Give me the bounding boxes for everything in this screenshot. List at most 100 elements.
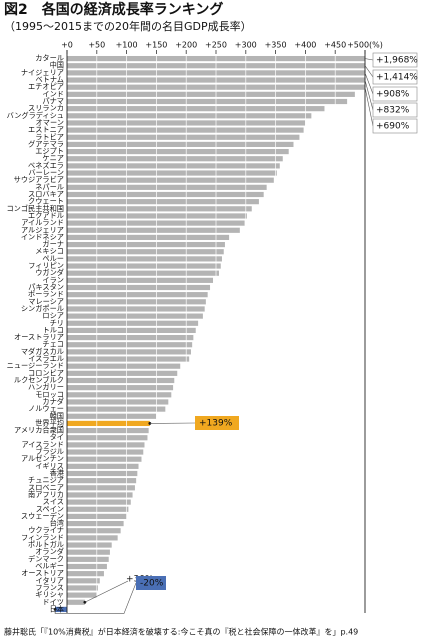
y-tick-label: トルコ bbox=[43, 325, 64, 334]
bar bbox=[67, 184, 267, 190]
bar bbox=[67, 563, 107, 570]
y-tick-label: バーレーン bbox=[28, 168, 64, 177]
bar bbox=[67, 306, 205, 312]
bar bbox=[67, 406, 166, 412]
y-tick-label: マダガスカル bbox=[21, 347, 64, 356]
y-tick-label: チリ bbox=[50, 318, 64, 327]
y-tick-label: グアテマラ bbox=[28, 139, 64, 148]
leader-line bbox=[364, 58, 374, 61]
y-tick-label: フランス bbox=[35, 583, 64, 592]
leader-line bbox=[364, 65, 374, 78]
y-tick-label: カナダ bbox=[42, 397, 64, 406]
bar bbox=[67, 249, 224, 255]
y-tick-label: アルゼンチン bbox=[21, 454, 64, 463]
y-tick-label: ハンガリー bbox=[28, 383, 64, 392]
y-tick-label: スロバキア bbox=[28, 190, 64, 199]
y-tick-label: エストニア bbox=[28, 125, 64, 134]
bar bbox=[67, 213, 247, 219]
bar bbox=[67, 220, 245, 226]
y-tick-label: ウガンダ bbox=[35, 268, 64, 277]
y-tick-label: スペイン bbox=[36, 504, 64, 513]
y-tick-label: インドネシア bbox=[21, 232, 64, 241]
y-tick-label: ベルギー bbox=[35, 562, 64, 571]
bar bbox=[67, 478, 137, 484]
bar bbox=[67, 492, 133, 498]
leader-line bbox=[54, 582, 137, 614]
value-label: +908% bbox=[376, 90, 410, 100]
x-tick-label: +50 bbox=[88, 41, 105, 50]
x-tick-label: +450 bbox=[324, 41, 346, 50]
bar bbox=[67, 599, 85, 605]
bar bbox=[67, 356, 190, 362]
bar bbox=[67, 234, 230, 241]
y-tick-label: アイルランド bbox=[21, 218, 64, 227]
y-tick-label: ノルウェー bbox=[28, 404, 64, 413]
y-tick-label: インド bbox=[42, 89, 64, 98]
y-tick-label: イスラエル bbox=[28, 354, 64, 363]
bar bbox=[55, 606, 67, 613]
bar bbox=[67, 506, 129, 512]
bar bbox=[67, 456, 142, 462]
bar bbox=[67, 349, 191, 355]
bar bbox=[67, 170, 277, 176]
x-tick-label: +350 bbox=[265, 41, 287, 50]
bar bbox=[67, 177, 274, 183]
bar bbox=[67, 363, 181, 369]
y-tick-label: フィリピン bbox=[28, 261, 64, 270]
bar bbox=[67, 420, 150, 427]
bar bbox=[67, 549, 110, 555]
y-tick-label: カタール bbox=[35, 54, 64, 63]
bar bbox=[67, 334, 194, 341]
x-tick-label: +150 bbox=[145, 41, 167, 50]
y-tick-label: エクアドル bbox=[28, 211, 64, 220]
bar bbox=[67, 156, 283, 162]
x-tick-label: +400 bbox=[294, 41, 316, 50]
y-tick-label: ナイジェリア bbox=[21, 68, 64, 77]
bar bbox=[67, 370, 178, 376]
bar bbox=[67, 148, 289, 155]
bar bbox=[67, 413, 157, 419]
y-tick-label: サウジアラビア bbox=[14, 175, 64, 184]
label-box bbox=[372, 102, 418, 118]
y-tick-label: 韓国 bbox=[50, 411, 64, 420]
bar bbox=[67, 199, 259, 205]
y-tick-label: 台湾 bbox=[50, 519, 64, 528]
chart-subtitle: （1995〜2015までの20年間の名目GDP成長率） bbox=[4, 19, 252, 33]
bar bbox=[67, 385, 174, 391]
y-tick-label: アイスランド bbox=[21, 440, 64, 449]
y-tick-label: チュニジア bbox=[28, 476, 64, 485]
bar bbox=[67, 435, 148, 441]
y-tick-label: パナマ bbox=[42, 97, 64, 106]
value-label: +832% bbox=[376, 106, 410, 116]
bar bbox=[67, 98, 348, 105]
x-tick-label: +100 bbox=[116, 41, 138, 50]
y-tick-label: ベネズエラ bbox=[28, 161, 64, 170]
y-tick-label: スイス bbox=[43, 497, 64, 506]
y-tick-label: コロンビア bbox=[28, 368, 64, 377]
y-tick-label: アルジェリア bbox=[21, 225, 64, 234]
bar bbox=[67, 241, 225, 248]
bar bbox=[67, 227, 240, 233]
x-tick-label: +300 bbox=[235, 41, 257, 50]
bar bbox=[67, 592, 97, 598]
y-tick-label: ポルトガル bbox=[28, 540, 64, 549]
y-tick-label: マレーシア bbox=[28, 297, 64, 306]
bar bbox=[67, 284, 211, 291]
bar bbox=[67, 256, 222, 262]
bar bbox=[67, 270, 219, 276]
y-tick-label: バングラディシュ bbox=[7, 111, 64, 120]
y-tick-label: 日本 bbox=[50, 604, 64, 613]
y-tick-label: ブラジル bbox=[35, 447, 64, 456]
bar bbox=[67, 449, 144, 455]
y-tick-label: ペルー bbox=[42, 254, 64, 263]
y-tick-label: ギリシャ bbox=[35, 590, 64, 599]
bar bbox=[67, 313, 203, 319]
leader-line bbox=[364, 79, 374, 111]
bar bbox=[67, 141, 294, 148]
x-tick-label: +500(%) bbox=[347, 41, 383, 50]
y-tick-label: オーストラリア bbox=[14, 333, 64, 342]
bar bbox=[67, 485, 135, 491]
bar bbox=[67, 277, 214, 283]
y-tick-label: ニュージーランド bbox=[7, 361, 64, 370]
